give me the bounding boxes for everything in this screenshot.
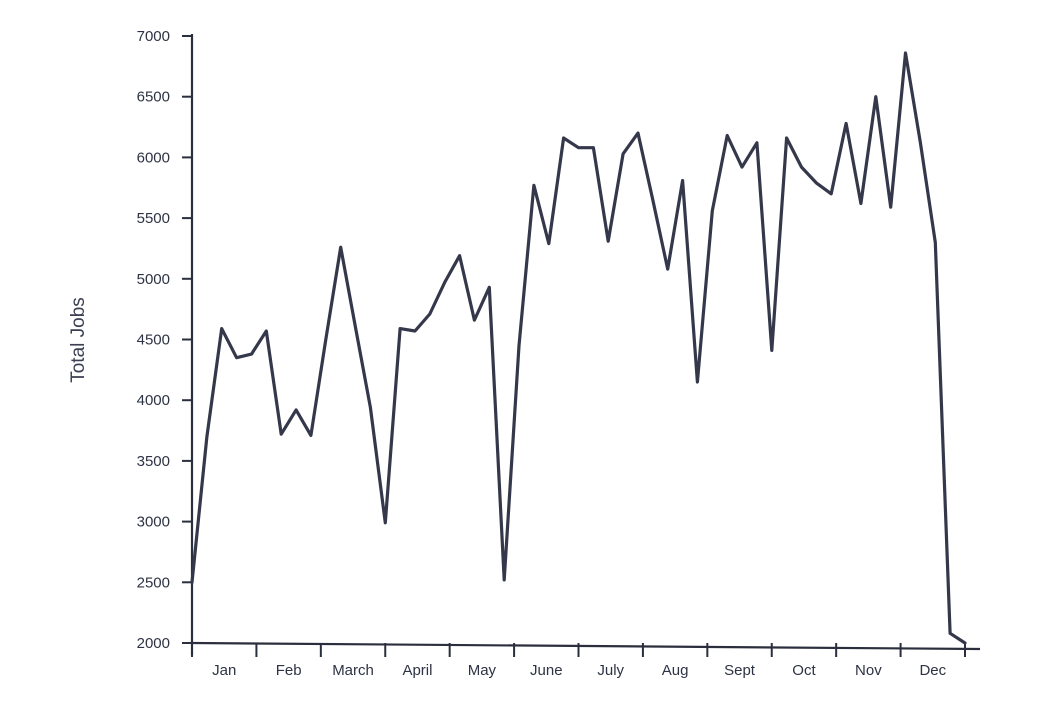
x-tick-label-jan: Jan — [212, 662, 236, 679]
y-tick-label: 2500 — [137, 574, 170, 591]
y-tick-label: 5500 — [137, 210, 170, 227]
y-axis-ticks: 2000 2500 3000 3500 4000 4500 5000 5500 6000 6500… — [137, 28, 192, 652]
x-axis-ticks: Jan Feb March April May June July Aug Sept Oct Nov… — [191, 643, 966, 679]
y-tick-label: 7000 — [137, 28, 170, 45]
x-tick-label-april: April — [402, 662, 432, 679]
y-tick-label: 6500 — [137, 89, 170, 106]
x-axis-line — [191, 641, 981, 651]
x-tick-label-oct: Oct — [792, 662, 816, 679]
y-tick-label: 4500 — [137, 332, 170, 349]
y-tick-label: 6000 — [137, 149, 170, 166]
y-tick-label: 3500 — [137, 453, 170, 470]
x-tick-label-june: June — [530, 662, 563, 679]
x-tick-label-march: March — [332, 662, 374, 679]
x-tick-label-sept: Sept — [724, 662, 756, 679]
x-tick-label-dec: Dec — [919, 662, 946, 679]
y-tick-label: 4000 — [137, 392, 170, 409]
y-tick-label: 2000 — [137, 635, 170, 652]
x-tick-label-nov: Nov — [855, 662, 882, 679]
x-tick-label-july: July — [597, 662, 624, 679]
y-tick-label: 5000 — [137, 271, 170, 288]
y-axis-title: Total Jobs — [68, 297, 89, 383]
y-tick-label: 3000 — [137, 514, 170, 531]
x-tick-label-aug: Aug — [662, 662, 689, 679]
x-tick-label-feb: Feb — [276, 662, 302, 679]
series-line-total-jobs — [190, 51, 967, 645]
x-tick-label-may: May — [468, 662, 497, 679]
